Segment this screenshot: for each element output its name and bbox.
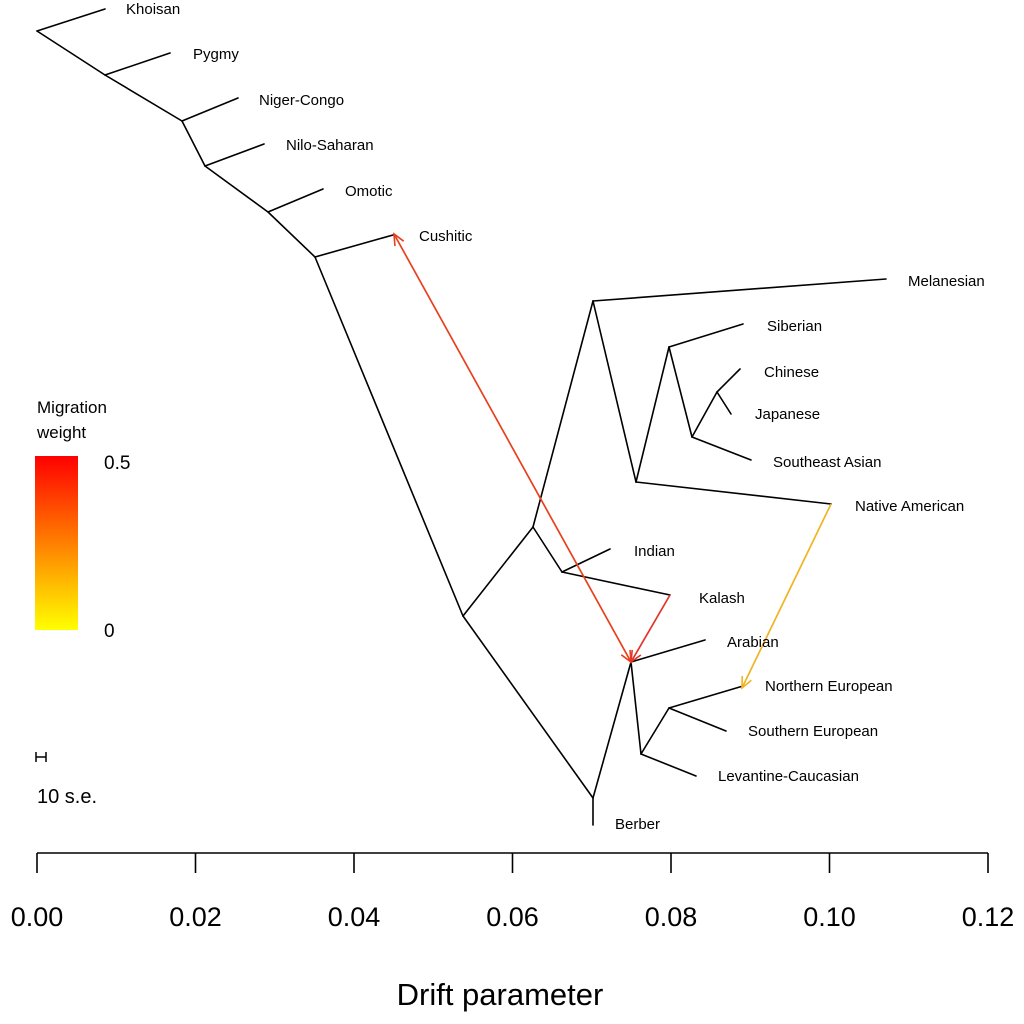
tree-branch (561, 548, 611, 573)
leaf-label-berber: Berber (615, 816, 660, 833)
tree-branch (314, 234, 394, 258)
tree-branch (204, 143, 265, 167)
tree-branch (462, 526, 534, 617)
legend-color-bar (35, 456, 78, 630)
tree-branch (267, 188, 324, 213)
leaf-label-khoisan: Khoisan (126, 1, 180, 18)
tree-branch (691, 391, 718, 438)
leaf-label-arabian: Arabian (727, 634, 779, 651)
x-axis: 0.00 0.02 0.04 0.06 0.08 0.10 0.12 (11, 852, 1015, 932)
x-axis-title: Drift parameter (397, 977, 604, 1012)
tree-branch (640, 753, 697, 777)
tree-branch (716, 391, 732, 415)
scale-bar (35, 752, 47, 762)
tree-branch (36, 8, 106, 32)
tree-branch (181, 120, 206, 167)
tree-branch (267, 211, 316, 258)
migration-arrowhead (741, 675, 752, 690)
tree-branch (104, 52, 171, 76)
tree-branch (592, 300, 637, 483)
tree-branch (462, 615, 594, 799)
tree-branch (104, 74, 183, 122)
tree-branch (592, 278, 887, 302)
x-tick-label: 0.06 (486, 902, 539, 932)
leaf-label-omotic: Omotic (345, 183, 393, 200)
x-tick-label: 0.02 (169, 902, 222, 932)
leaf-label-indian: Indian (634, 543, 675, 560)
legend-title-line2: weight (36, 423, 86, 442)
leaf-label-siberian: Siberian (767, 318, 822, 335)
leaf-label-pygmy: Pygmy (193, 46, 239, 63)
tree-branch (592, 661, 632, 799)
tree-branch (716, 368, 741, 393)
leaf-label-levantine-caucasian: Levantine-Caucasian (718, 768, 859, 785)
migration-arrowhead (630, 649, 642, 664)
leaf-label-southern-european: Southern European (748, 723, 878, 740)
migration-arrowhead (393, 232, 405, 247)
leaf-label-kalash: Kalash (699, 590, 745, 607)
tree-branch (532, 300, 594, 528)
leaf-label-chinese: Chinese (764, 364, 819, 381)
leaf-label-native-american: Native American (855, 498, 964, 515)
tree-branch (635, 346, 670, 483)
tree-branch (36, 30, 106, 76)
migration-edge (630, 594, 671, 663)
legend-max-label: 0.5 (104, 453, 130, 474)
migration-edge (741, 503, 832, 689)
legend-min-label: 0 (104, 621, 115, 642)
tree-branches (36, 8, 887, 826)
tree-branch (314, 256, 464, 617)
tree-branch (532, 526, 563, 573)
tree-branch (181, 97, 239, 122)
tree-branch (668, 346, 693, 438)
leaf-label-niger-congo: Niger-Congo (259, 92, 344, 109)
x-tick-label: 0.10 (803, 902, 856, 932)
leaf-label-melanesian: Melanesian (908, 273, 985, 290)
x-tick-label: 0.08 (645, 902, 698, 932)
tree-branch (630, 639, 706, 663)
leaf-label-cushitic: Cushitic (419, 228, 473, 245)
migration-edges (393, 232, 832, 690)
x-tick-label: 0.00 (11, 902, 64, 932)
tree-branch (630, 661, 642, 755)
tree-branch (204, 165, 269, 213)
leaf-label-nilo-saharan: Nilo-Saharan (286, 137, 374, 154)
scale-bar-label: 10 s.e. (37, 786, 97, 808)
tree-branch (635, 481, 832, 505)
tree-branch (640, 707, 670, 755)
x-tick-label: 0.04 (328, 902, 381, 932)
leaf-label-japanese: Japanese (755, 406, 820, 423)
leaf-label-southeast-asian: Southeast Asian (773, 454, 881, 471)
tree-branch (668, 323, 744, 348)
migration-edge (393, 233, 632, 663)
tree-branch (668, 685, 744, 709)
x-tick-label: 0.12 (962, 902, 1015, 932)
tree-branch (668, 707, 727, 732)
tree-branch (691, 436, 752, 461)
legend-title-line1: Migration (37, 398, 107, 417)
leaf-label-northern-european: Northern European (765, 678, 893, 695)
tree-branch (561, 571, 671, 596)
